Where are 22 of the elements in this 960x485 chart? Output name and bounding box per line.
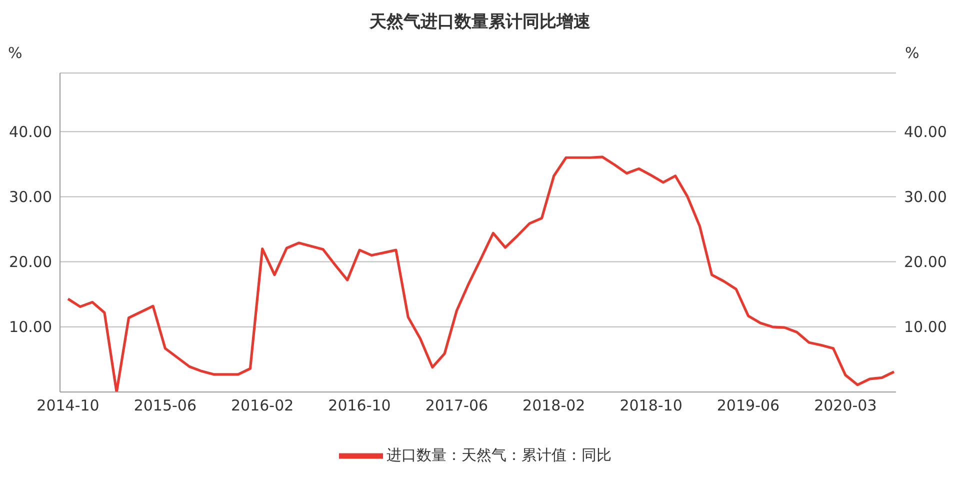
y-tick-label: 40.00 [9, 122, 52, 141]
x-tick-label: 2019-06 [716, 396, 780, 415]
y2-axis-title: % [905, 44, 920, 62]
chart-title: 天然气进口数量累计同比增速 [368, 11, 592, 33]
line-series [66, 156, 896, 392]
y-tick-label: 10.00 [9, 318, 52, 336]
x-tick-label: 2016-02 [231, 396, 294, 415]
x-tick-label: 2018-10 [620, 396, 682, 415]
y2-tick-label: 40.00 [904, 122, 947, 141]
x-tick-label: 2017-06 [425, 396, 488, 415]
y-tick-label: 20.00 [9, 253, 52, 272]
y2-tick-label: 10.00 [904, 318, 947, 336]
y-tick-label: 30.00 [9, 188, 52, 206]
y2-tick-label: 20.00 [904, 253, 947, 272]
y2-tick-label: 30.00 [904, 188, 947, 206]
legend-label: 进口数量：天然气：累计值：同比 [386, 446, 612, 464]
y-axis-title: % [8, 44, 22, 62]
x-tick-label: 2016-10 [328, 396, 391, 415]
x-tick-label: 2020-03 [814, 396, 877, 415]
x-tick-label: 2014-10 [36, 396, 100, 415]
x-tick-label: 2015-06 [134, 396, 197, 415]
x-tick-label: 2018-02 [522, 396, 586, 415]
